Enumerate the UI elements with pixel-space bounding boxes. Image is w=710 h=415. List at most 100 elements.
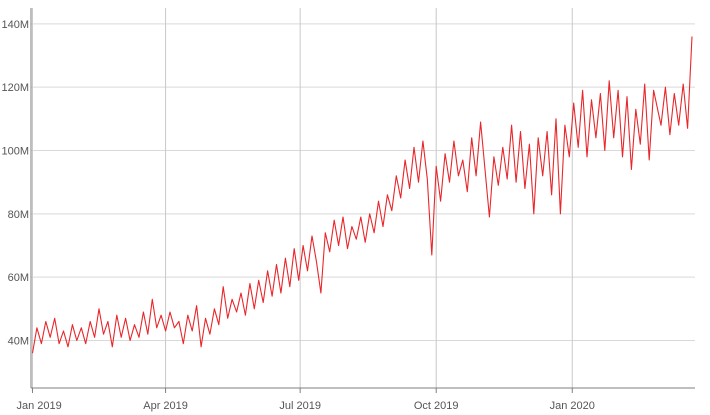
data-point — [520, 131, 521, 132]
data-point — [240, 292, 241, 293]
data-point — [325, 232, 326, 233]
data-point — [687, 128, 688, 129]
data-point — [431, 254, 432, 255]
data-point — [498, 185, 499, 186]
data-point — [307, 270, 308, 271]
data-point — [467, 191, 468, 192]
data-point — [196, 305, 197, 306]
data-point — [76, 340, 77, 341]
data-point — [209, 334, 210, 335]
vertical-gridlines — [31, 8, 573, 388]
data-point — [586, 156, 587, 157]
data-point — [121, 337, 122, 338]
data-point — [449, 182, 450, 183]
data-point — [396, 175, 397, 176]
data-point — [618, 90, 619, 91]
data-point — [41, 343, 42, 344]
data-point — [59, 343, 60, 344]
data-point — [480, 121, 481, 122]
data-point — [613, 137, 614, 138]
data-point — [360, 216, 361, 217]
data-point — [542, 175, 543, 176]
data-point — [387, 194, 388, 195]
data-point — [254, 308, 255, 309]
data-point — [631, 169, 632, 170]
data-point — [138, 337, 139, 338]
data-point — [604, 150, 605, 151]
x-tick-label: Jan 2020 — [550, 400, 595, 412]
data-point — [236, 311, 237, 312]
data-point — [674, 93, 675, 94]
series-layer — [31, 36, 693, 354]
data-point — [484, 169, 485, 170]
data-point — [356, 239, 357, 240]
data-point — [32, 353, 33, 354]
data-point — [165, 330, 166, 331]
data-point — [98, 308, 99, 309]
data-point — [81, 327, 82, 328]
data-point — [347, 248, 348, 249]
data-point — [538, 137, 539, 138]
data-point — [427, 178, 428, 179]
data-point — [547, 131, 548, 132]
data-point — [205, 318, 206, 319]
data-point — [54, 318, 55, 319]
x-tick-label: Oct 2019 — [414, 400, 459, 412]
data-point — [573, 102, 574, 103]
data-point — [533, 213, 534, 214]
data-point — [342, 216, 343, 217]
data-point — [107, 321, 108, 322]
data-point — [178, 321, 179, 322]
data-point — [232, 299, 233, 300]
data-point — [489, 216, 490, 217]
data-point — [669, 134, 670, 135]
y-tick-label: 100M — [1, 146, 29, 158]
data-point — [276, 264, 277, 265]
data-point — [311, 235, 312, 236]
data-point — [471, 137, 472, 138]
data-point — [303, 245, 304, 246]
y-tick-label: 40M — [8, 336, 29, 348]
data-point — [476, 175, 477, 176]
data-point — [516, 182, 517, 183]
x-tick-label: Jul 2019 — [279, 400, 321, 412]
data-point — [289, 286, 290, 287]
data-point — [316, 261, 317, 262]
y-tick-label: 60M — [8, 272, 29, 284]
data-point — [280, 292, 281, 293]
data-point — [551, 194, 552, 195]
data-point — [351, 226, 352, 227]
data-point — [63, 330, 64, 331]
data-point — [626, 96, 627, 97]
data-point — [338, 245, 339, 246]
data-point — [511, 125, 512, 126]
data-point — [156, 327, 157, 328]
data-point — [458, 175, 459, 176]
data-point — [116, 315, 117, 316]
data-point — [227, 318, 228, 319]
series-line — [31, 36, 693, 354]
data-point — [683, 83, 684, 84]
data-point — [329, 251, 330, 252]
data-point — [365, 242, 366, 243]
data-point — [413, 147, 414, 148]
data-point — [94, 337, 95, 338]
y-tick-label: 140M — [1, 19, 29, 31]
data-point — [334, 220, 335, 221]
data-point — [635, 109, 636, 110]
data-point — [36, 327, 37, 328]
data-point — [85, 343, 86, 344]
data-point — [285, 258, 286, 259]
data-point — [564, 125, 565, 126]
data-point — [644, 83, 645, 84]
data-point — [493, 156, 494, 157]
y-axis-ticks: 40M 60M 80M 100M 120M 140M — [1, 19, 29, 348]
data-point — [112, 346, 113, 347]
data-point — [125, 318, 126, 319]
data-point — [436, 166, 437, 167]
x-tick-label: Apr 2019 — [143, 400, 188, 412]
x-axis-ticks: Jan 2019 Apr 2019 Jul 2019 Oct 2019 Jan 2020 — [16, 388, 595, 412]
data-point — [161, 315, 162, 316]
data-point — [555, 118, 556, 119]
data-point — [462, 159, 463, 160]
